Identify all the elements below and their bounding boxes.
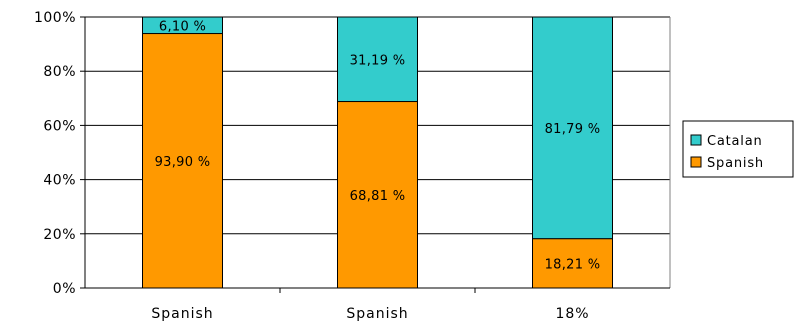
data-label: 93,90 % <box>155 155 211 170</box>
x-tick-label: 18% <box>555 306 589 322</box>
y-tick-label: 20% <box>43 227 76 243</box>
y-tick-label: 40% <box>43 173 76 189</box>
data-label: 68,81 % <box>350 189 406 204</box>
legend-box <box>682 120 794 178</box>
data-label: 81,79 % <box>545 122 601 137</box>
data-label: 31,19 % <box>350 53 406 68</box>
y-tick-label: 100% <box>34 10 76 26</box>
bar-segment-catalan <box>337 16 418 103</box>
legend-swatch-spanish <box>690 156 702 168</box>
data-label: 18,21 % <box>545 257 601 272</box>
y-tick-label: 0% <box>53 281 76 297</box>
axes: 0% 20% 40% 60% 80% 100% Spanish Spanish 18% <box>34 10 671 322</box>
x-tick-label: Spanish <box>346 306 408 322</box>
bar-segment-spanish <box>532 238 613 289</box>
data-labels: 93,90 % 6,10 % 68,81 % 31,19 % 18,21 % 81,79 … <box>155 19 601 272</box>
data-label: 6,10 % <box>159 19 206 34</box>
legend: Catalan Spanish <box>682 120 794 178</box>
bar-segment-catalan <box>142 16 223 35</box>
y-tick-label: 80% <box>43 64 76 80</box>
y-tick-label: 60% <box>43 118 76 134</box>
bar-segment-catalan <box>532 16 613 240</box>
legend-swatch-catalan <box>690 134 702 146</box>
bar-segment-spanish <box>337 101 418 289</box>
x-tick-label: Spanish <box>151 306 213 322</box>
legend-label-spanish: Spanish <box>707 156 764 171</box>
bars <box>142 16 613 289</box>
legend-label-catalan: Catalan <box>707 134 763 149</box>
bar-segment-spanish <box>142 33 223 289</box>
